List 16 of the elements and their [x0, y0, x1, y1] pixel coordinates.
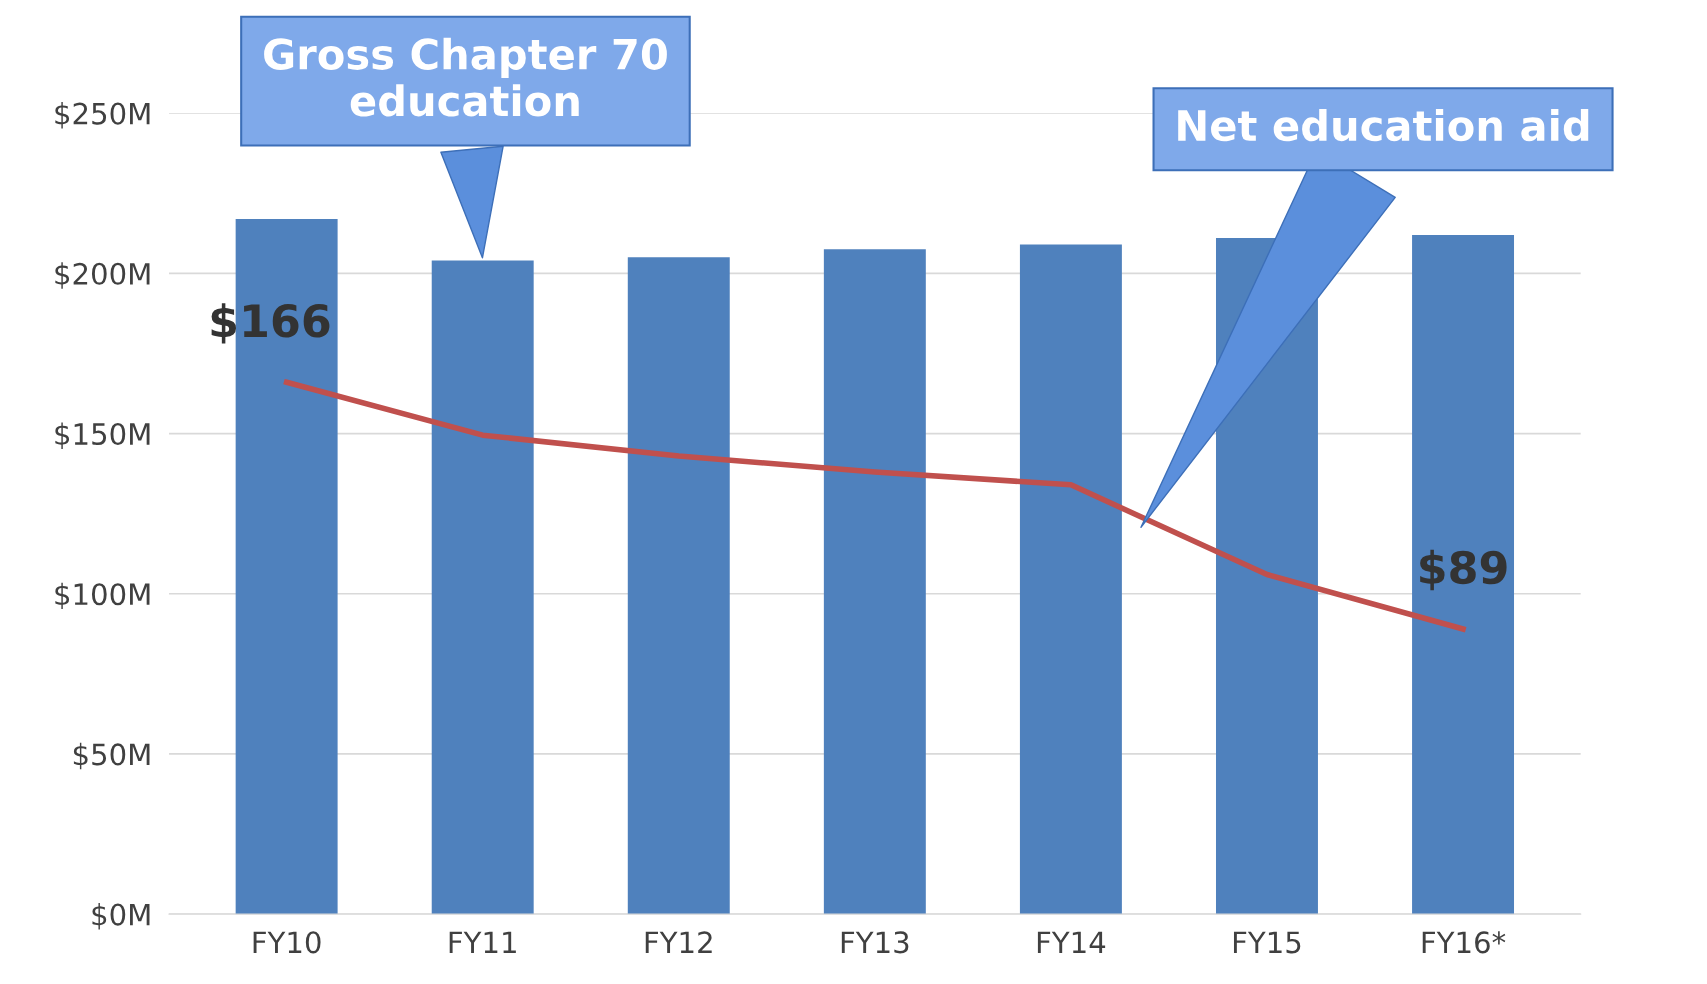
data-label: $89: [1420, 549, 1507, 591]
x-tick-label: FY10: [253, 931, 321, 954]
x-tick-label: FY16*: [1422, 931, 1506, 954]
y-tick-label: $100M: [55, 582, 150, 610]
x-tick-label: FY11: [449, 931, 516, 953]
y-tick-label: $50M: [73, 742, 150, 770]
x-tick-label: FY15: [1233, 931, 1301, 954]
x-tick-label: FY13: [841, 931, 909, 954]
annotation: Net education aid: [1178, 109, 1589, 142]
x-tick-label: FY12: [645, 931, 712, 953]
y-tick-label: $250M: [55, 102, 150, 129]
annotation: Gross Chapter 70 education: [264, 37, 667, 117]
y-tick-label: $150M: [55, 422, 150, 449]
y-tick-label: $200M: [55, 262, 150, 289]
y-tick-label: $0M: [92, 903, 150, 930]
x-tick-label: FY14: [1037, 931, 1106, 953]
